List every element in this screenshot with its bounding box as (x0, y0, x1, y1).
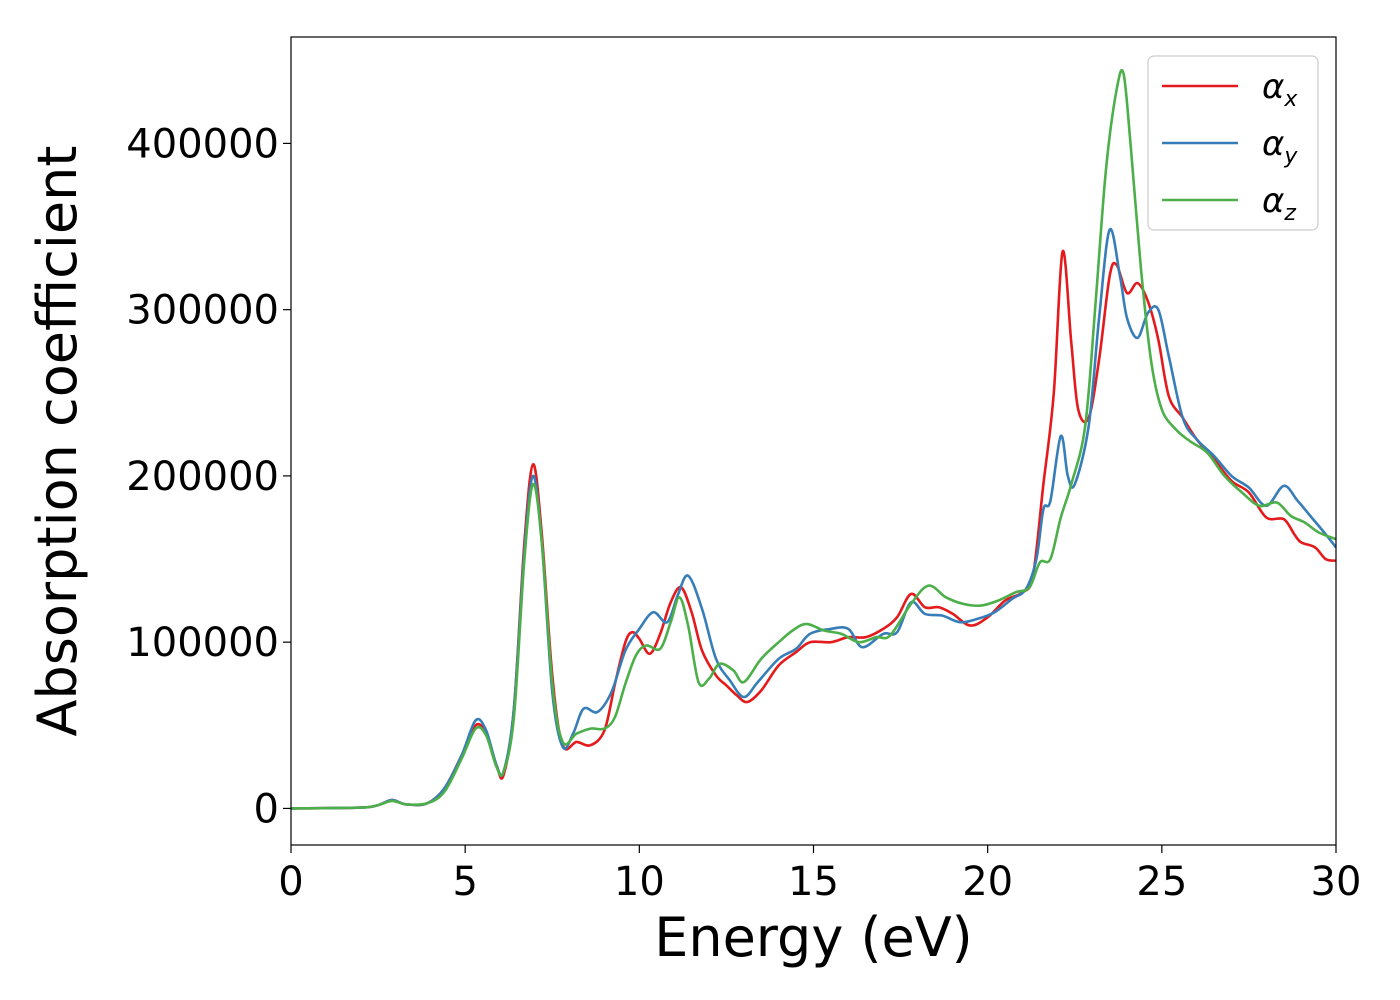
y-tick-label: 200000 (126, 454, 279, 500)
legend-label-alpha-y: αy (1262, 124, 1298, 169)
x-tick-label: 0 (278, 859, 303, 905)
plot-lines (291, 68, 1336, 810)
x-tick-label: 5 (452, 859, 477, 905)
x-axis-ticks: 0 5 10 15 20 25 30 (278, 845, 1361, 905)
series-line-alpha-z (291, 68, 1336, 810)
y-tick-label: 400000 (126, 121, 279, 167)
y-axis-ticks: 0 100000 200000 300000 400000 (126, 121, 291, 832)
x-tick-label: 15 (788, 859, 839, 905)
y-axis-title: Absorption coefficient (26, 146, 89, 737)
y-tick-label: 0 (254, 786, 279, 832)
series-line-alpha-x (291, 249, 1336, 810)
x-tick-label: 20 (962, 859, 1013, 905)
y-tick-label: 300000 (126, 288, 279, 334)
x-tick-label: 25 (1136, 859, 1187, 905)
x-axis-title: Energy (eV) (654, 906, 973, 969)
y-tick-label: 100000 (126, 620, 279, 666)
legend-label-alpha-x: αx (1262, 67, 1298, 112)
x-tick-label: 30 (1311, 859, 1362, 905)
series-line-alpha-y (291, 227, 1336, 810)
x-tick-label: 10 (614, 859, 665, 905)
